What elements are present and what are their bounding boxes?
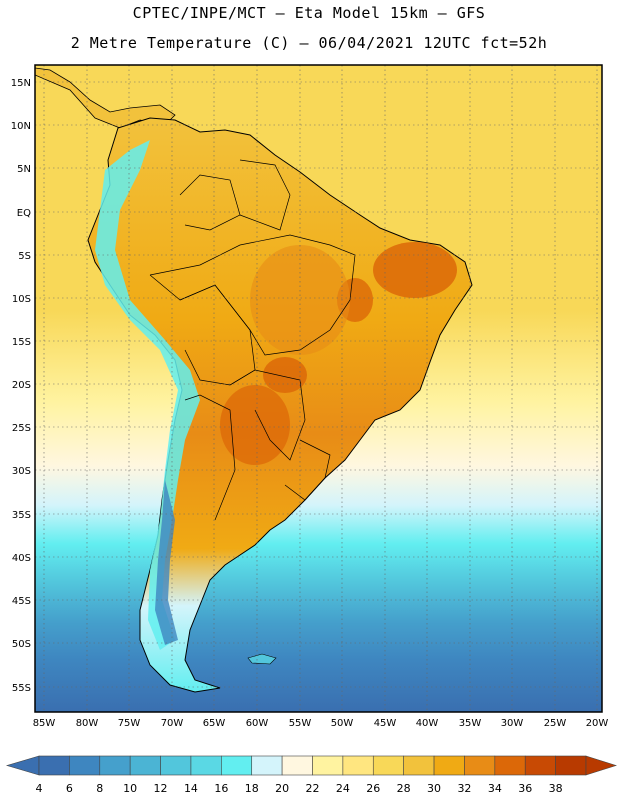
colorbar-swatch xyxy=(555,755,587,776)
colorbar-swatch xyxy=(494,755,526,776)
lat-label-20S: 20S xyxy=(12,380,31,391)
lon-label-20W: 20W xyxy=(586,718,609,729)
lon-label-25W: 25W xyxy=(544,718,567,729)
chart-title-line1: CPTEC/INPE/MCT – Eta Model 15km – GFS xyxy=(132,4,486,22)
colorbar-swatch xyxy=(190,755,222,776)
colorbar-label: 8 xyxy=(96,782,103,795)
lon-label-85W: 85W xyxy=(33,718,56,729)
lon-label-45W: 45W xyxy=(374,718,397,729)
colorbar-swatch xyxy=(251,755,283,776)
temperature-field xyxy=(35,65,602,712)
colorbar-swatch xyxy=(99,755,131,776)
lat-label-35S: 35S xyxy=(12,510,31,521)
colorbar-label: 24 xyxy=(336,782,350,795)
lat-label-5S: 5S xyxy=(18,251,31,262)
colorbar-label: 12 xyxy=(154,782,168,795)
lat-label-10N: 10N xyxy=(11,121,31,132)
colorbar-label: 14 xyxy=(184,782,198,795)
colorbar-swatch xyxy=(129,755,161,776)
colorbar-swatch xyxy=(464,755,496,776)
colorbar-swatch xyxy=(38,755,70,776)
colorbar-label: 20 xyxy=(275,782,289,795)
colorbar-swatch xyxy=(433,755,465,776)
lon-label-75W: 75W xyxy=(118,718,141,729)
colorbar-label: 38 xyxy=(549,782,563,795)
lon-label-50W: 50W xyxy=(331,718,354,729)
lon-label-80W: 80W xyxy=(76,718,99,729)
colorbar-label: 16 xyxy=(214,782,228,795)
colorbar-label: 34 xyxy=(488,782,502,795)
colorbar-swatch xyxy=(312,755,344,776)
lon-label-30W: 30W xyxy=(501,718,524,729)
colorbar-label: 28 xyxy=(397,782,411,795)
colorbar: 4 6 8 10 12 14 16 18 20 22 24 26 28 30 32 34 36 38 xyxy=(5,755,617,795)
colorbar-label: 4 xyxy=(36,782,43,795)
colorbar-swatch xyxy=(281,755,313,776)
lat-label-5N: 5N xyxy=(17,164,31,175)
lat-label-15S: 15S xyxy=(12,337,31,348)
lat-label-30S: 30S xyxy=(12,466,31,477)
lon-label-55W: 55W xyxy=(289,718,312,729)
colorbar-label: 26 xyxy=(366,782,380,795)
lon-label-40W: 40W xyxy=(416,718,439,729)
lat-label-15N: 15N xyxy=(11,78,31,89)
lat-label-EQ: EQ xyxy=(17,208,31,219)
colorbar-label: 36 xyxy=(518,782,532,795)
colorbar-swatch xyxy=(160,755,192,776)
colorbar-swatch xyxy=(524,755,556,776)
map-frame xyxy=(34,64,603,713)
lat-label-40S: 40S xyxy=(12,553,31,564)
colorbar-swatch xyxy=(403,755,435,776)
lat-label-50S: 50S xyxy=(12,639,31,650)
colorbar-label: 30 xyxy=(427,782,441,795)
colorbar-swatch xyxy=(372,755,404,776)
lat-label-25S: 25S xyxy=(12,423,31,434)
longitude-axis: 85W 80W 75W 70W 65W 60W 55W 50W 45W 40W … xyxy=(33,718,609,729)
lat-label-55S: 55S xyxy=(12,683,31,694)
colorbar-label: 32 xyxy=(457,782,471,795)
lon-label-70W: 70W xyxy=(161,718,184,729)
latitude-axis: 15N 10N 5N EQ 5S 10S 15S 20S 25S 30S 35S… xyxy=(11,78,31,694)
lat-label-45S: 45S xyxy=(12,596,31,607)
lon-label-65W: 65W xyxy=(203,718,226,729)
lon-label-60W: 60W xyxy=(246,718,269,729)
colorbar-arrow-low xyxy=(5,755,40,776)
colorbar-arrow-high xyxy=(585,755,617,776)
colorbar-label: 6 xyxy=(66,782,73,795)
chart-title-line2: 2 Metre Temperature (C) – 06/04/2021 12U… xyxy=(70,34,548,52)
lon-label-35W: 35W xyxy=(459,718,482,729)
colorbar-swatch xyxy=(342,755,374,776)
lat-label-10S: 10S xyxy=(12,294,31,305)
colorbar-swatch xyxy=(221,755,253,776)
colorbar-swatch xyxy=(69,755,101,776)
colorbar-label: 22 xyxy=(306,782,320,795)
colorbar-label: 18 xyxy=(245,782,259,795)
colorbar-label: 10 xyxy=(123,782,137,795)
